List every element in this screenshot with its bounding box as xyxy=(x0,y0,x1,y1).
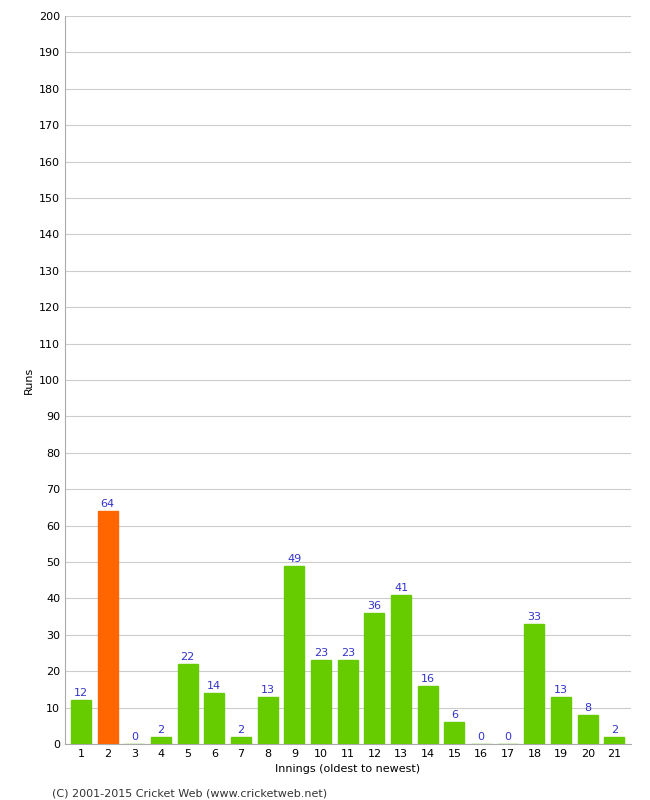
Text: 8: 8 xyxy=(584,703,592,713)
Bar xyxy=(257,697,278,744)
Text: 2: 2 xyxy=(237,725,244,735)
Text: 33: 33 xyxy=(527,612,541,622)
Text: 12: 12 xyxy=(74,689,88,698)
Text: 2: 2 xyxy=(611,725,618,735)
Text: 6: 6 xyxy=(451,710,458,720)
Text: 13: 13 xyxy=(554,685,568,695)
Bar xyxy=(578,715,598,744)
Bar xyxy=(338,660,358,744)
Bar xyxy=(418,686,438,744)
Text: 2: 2 xyxy=(157,725,164,735)
Y-axis label: Runs: Runs xyxy=(23,366,33,394)
Text: 36: 36 xyxy=(367,601,382,611)
Text: 16: 16 xyxy=(421,674,435,684)
Text: 41: 41 xyxy=(394,583,408,593)
Bar xyxy=(365,613,384,744)
Text: 0: 0 xyxy=(504,732,512,742)
Text: 22: 22 xyxy=(181,652,195,662)
Bar xyxy=(177,664,198,744)
Bar xyxy=(311,660,331,744)
Bar xyxy=(98,511,118,744)
Bar xyxy=(604,737,625,744)
Bar xyxy=(525,624,545,744)
Text: 64: 64 xyxy=(101,499,115,510)
Bar xyxy=(231,737,251,744)
Text: 13: 13 xyxy=(261,685,275,695)
X-axis label: Innings (oldest to newest): Innings (oldest to newest) xyxy=(275,765,421,774)
Bar xyxy=(391,594,411,744)
Bar xyxy=(445,722,465,744)
Text: 0: 0 xyxy=(131,732,138,742)
Bar xyxy=(285,566,304,744)
Bar xyxy=(551,697,571,744)
Bar xyxy=(204,693,224,744)
Text: (C) 2001-2015 Cricket Web (www.cricketweb.net): (C) 2001-2015 Cricket Web (www.cricketwe… xyxy=(52,788,327,798)
Bar xyxy=(71,700,91,744)
Text: 14: 14 xyxy=(207,682,222,691)
Text: 49: 49 xyxy=(287,554,302,564)
Text: 23: 23 xyxy=(341,649,355,658)
Bar xyxy=(151,737,171,744)
Text: 0: 0 xyxy=(478,732,485,742)
Text: 23: 23 xyxy=(314,649,328,658)
